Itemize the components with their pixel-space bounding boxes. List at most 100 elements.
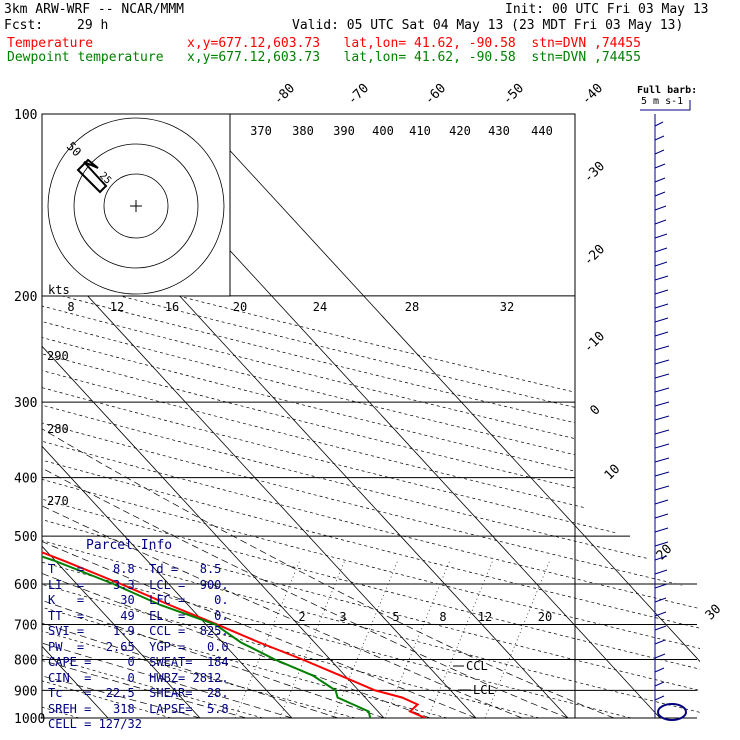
pressure-label-700: 700 [14,618,37,633]
mixing-ratio-line [427,559,494,718]
isotherm-label: -30 [581,159,608,186]
wind-barb [654,555,668,561]
theta-label: 400 [372,124,394,138]
wind-barb [654,345,670,351]
mixing-ratio-label: 20 [538,610,552,624]
dry-adiabat [42,114,700,718]
wind-barb [654,233,668,239]
wind-barb [654,695,665,701]
parcel-info-row: CAPE = 0 SWEAT= 184 [48,655,229,669]
wind-barb-calm [657,703,687,721]
forecast-label: Fcst: [4,18,44,33]
wind-barb [654,513,669,519]
parcel-info-row: SVI = 1.9 CCL = 825. [48,624,229,638]
height-label: 290 [47,349,69,363]
wind-barb [654,681,665,687]
valid-time: Valid: 05 UTC Sat 04 May 13 (23 MDT Fri … [292,18,684,33]
parcel-info-row: CELL = 127/32 [48,717,142,731]
moist-adiabat [42,295,339,718]
dry-adiabat [42,114,264,718]
parcel-info-row: PW = 2.65 YGP = 0.0 [48,639,229,654]
hodograph-trace [76,158,108,194]
speed-label: 20 [233,300,247,314]
temperature-profile [42,551,426,718]
wind-barb [654,219,667,225]
plot-frame [41,113,576,719]
pressure-label-400: 400 [14,472,37,487]
mixing-ratio-line [234,559,301,718]
height-label: 280 [47,422,69,436]
moist-adiabat [42,295,247,718]
parcel-info-panel: Parcel Info T = 8.8 Td = 8.5 LI = 3.3 LCL… [42,538,236,731]
wind-barb [654,583,668,589]
moist-adiabat [42,295,201,718]
isotherm-label: -80 [271,81,298,108]
pressure-label-800: 800 [14,653,37,668]
kts-label: kts [48,283,70,297]
hodograph-ring [103,173,169,239]
wind-barb [654,429,670,435]
dry-adiabat [42,114,700,718]
wind-barb [654,373,670,379]
pressure-label-900: 900 [14,684,37,699]
isotherm-label: -50 [500,81,527,108]
speed-label: 24 [313,300,327,314]
wind-barb [654,121,664,127]
mixing-ratio-label: 3 [339,610,346,624]
init-time: Init: 00 UTC Fri 03 May 13 [505,2,709,17]
speed-label: 12 [110,300,124,314]
isotherm-label: 10 [602,462,624,484]
wind-barb [654,317,669,323]
speed-label: 32 [500,300,514,314]
mixing-ratio-line [332,559,399,718]
wind-barb [654,527,669,533]
height-label: 270 [47,494,69,508]
forecast-hour: 29 h [77,18,109,33]
full-barb-title: Full barb: [637,85,697,96]
theta-label: 370 [250,124,272,138]
lcl-label: LCL [473,683,495,697]
dry-adiabat [42,114,632,718]
speed-label: 8 [67,300,74,314]
temperature-legend: Temperature x,y=677.12,603.73 lat,lon= 4… [7,36,641,51]
parcel-info-row: K = 30 LFC = 0. [48,593,229,607]
wind-barb [654,499,669,505]
parcel-info-row: LI = 3.3 LCL = 900. [48,577,229,592]
isotherm-line [196,114,700,718]
wind-barb [654,387,670,393]
wind-barb [654,177,666,183]
wind-barb [654,597,667,603]
isotherm-line [42,114,385,718]
isotherm-label: -20 [581,242,608,269]
wind-barb [654,625,667,631]
dewpoint-legend: Dewpoint temperature x,y=677.12,603.73 l… [7,50,641,65]
dry-adiabat [42,114,540,718]
wind-barb [654,415,670,421]
mixing-ratio-label: 2 [298,610,305,624]
pressure-label-500: 500 [14,530,37,545]
wind-barb [654,261,668,267]
full-barb-sample [640,100,691,111]
parcel-info-row: Tc = 22.5 SHEAR= 28. [48,686,229,700]
wind-barb [654,611,667,617]
mixing-ratio-line [484,559,551,718]
pressure-label-600: 600 [14,578,37,593]
moist-adiabat [42,295,385,718]
speed-label: 28 [405,300,419,314]
theta-label: 380 [292,124,314,138]
dewpoint-profile [42,555,372,718]
hodograph-ring [73,143,199,269]
parcel-info-row: TT = 49 EL = 0. [48,608,229,623]
wind-barb [654,191,666,197]
wind-barb [654,149,665,155]
isotherm-line [42,114,477,718]
parcel-info-row: SREH = 318 LAPSE= 5.8 [48,701,229,716]
dry-adiabat [42,114,700,718]
wind-barb [654,163,666,169]
mixing-ratio-label: 12 [478,610,492,624]
theta-label: 430 [488,124,510,138]
wind-barb [654,471,670,477]
isotherm-label: -40 [579,81,606,108]
mixing-ratio-line [279,559,346,718]
mixing-ratio-label: 5 [392,610,399,624]
